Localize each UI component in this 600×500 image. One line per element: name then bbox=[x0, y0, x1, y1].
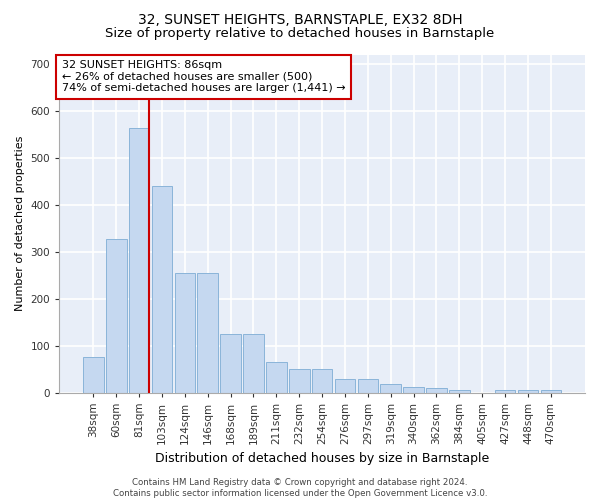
Bar bbox=[403, 387, 424, 392]
Bar bbox=[243, 334, 264, 392]
Bar bbox=[358, 380, 378, 392]
Bar bbox=[220, 334, 241, 392]
Bar bbox=[266, 362, 287, 392]
Bar bbox=[541, 390, 561, 392]
Y-axis label: Number of detached properties: Number of detached properties bbox=[15, 136, 25, 312]
Bar bbox=[426, 388, 447, 392]
Bar bbox=[449, 390, 470, 392]
Text: 32 SUNSET HEIGHTS: 86sqm
← 26% of detached houses are smaller (500)
74% of semi-: 32 SUNSET HEIGHTS: 86sqm ← 26% of detach… bbox=[62, 60, 346, 94]
Text: 32, SUNSET HEIGHTS, BARNSTAPLE, EX32 8DH: 32, SUNSET HEIGHTS, BARNSTAPLE, EX32 8DH bbox=[137, 12, 463, 26]
Bar bbox=[312, 369, 332, 392]
Bar bbox=[197, 273, 218, 392]
Bar bbox=[106, 239, 127, 392]
Bar bbox=[175, 273, 195, 392]
Bar bbox=[129, 128, 149, 392]
X-axis label: Distribution of detached houses by size in Barnstaple: Distribution of detached houses by size … bbox=[155, 452, 489, 465]
Bar bbox=[518, 390, 538, 392]
Text: Size of property relative to detached houses in Barnstaple: Size of property relative to detached ho… bbox=[106, 28, 494, 40]
Bar bbox=[152, 186, 172, 392]
Text: Contains HM Land Registry data © Crown copyright and database right 2024.
Contai: Contains HM Land Registry data © Crown c… bbox=[113, 478, 487, 498]
Bar bbox=[380, 384, 401, 392]
Bar bbox=[83, 358, 104, 392]
Bar bbox=[495, 390, 515, 392]
Bar bbox=[289, 369, 310, 392]
Bar bbox=[335, 380, 355, 392]
